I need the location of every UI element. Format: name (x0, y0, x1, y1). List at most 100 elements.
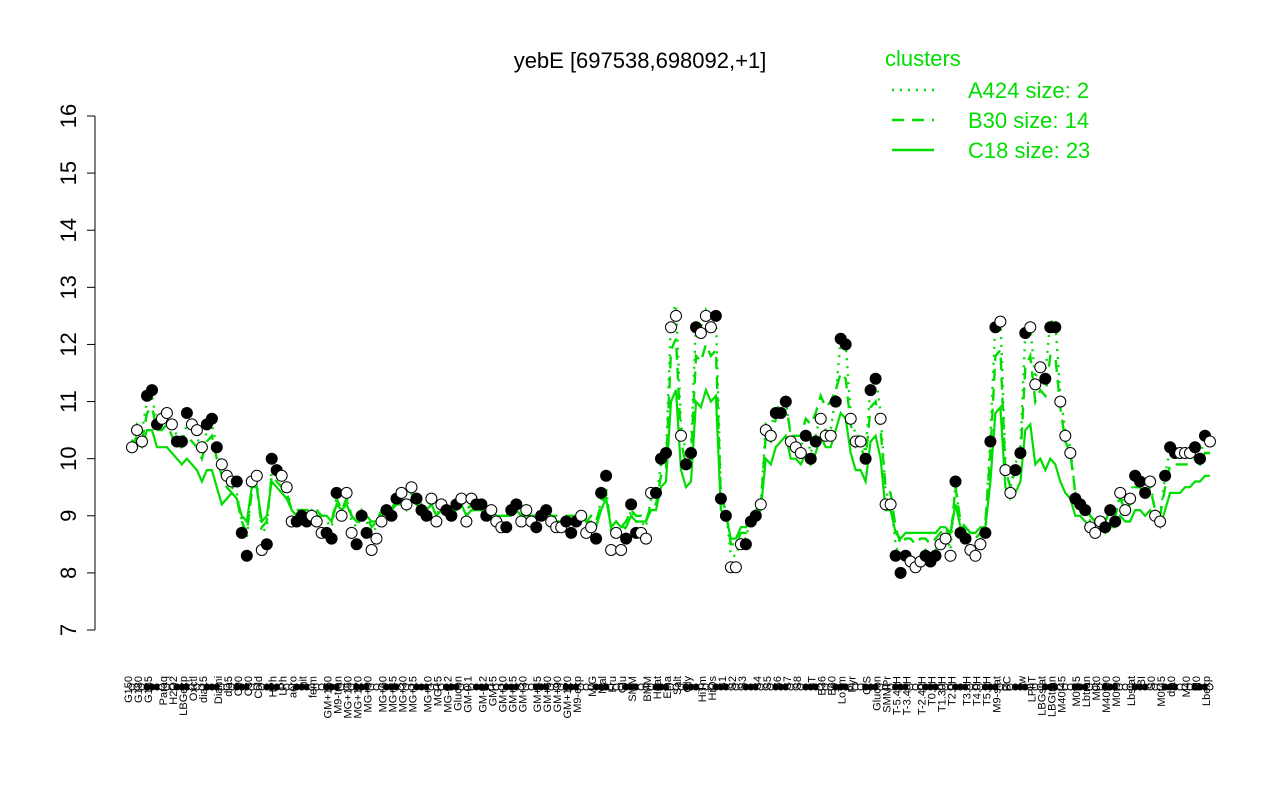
data-point (330, 486, 343, 499)
data-point (1134, 475, 1147, 488)
x-tick-label: S5 (762, 676, 774, 689)
data-point (714, 492, 727, 505)
data-point (1049, 321, 1062, 334)
x-tick-label: GM+5 (487, 676, 499, 706)
x-tick-label: Cold (253, 676, 265, 699)
data-point (350, 538, 363, 551)
data-point (445, 509, 458, 522)
data-point (360, 526, 373, 539)
x-tick-label: Lbstat (1126, 676, 1138, 706)
data-point (1059, 429, 1072, 442)
x-tick-label: M40 (1181, 676, 1193, 697)
data-point (595, 486, 608, 499)
x-tick-label: M40t90 (1101, 676, 1113, 713)
rug-point (1206, 683, 1214, 691)
data-point (959, 532, 972, 545)
data-point (829, 395, 842, 408)
y-tick-label: 11 (56, 390, 81, 413)
data-point (809, 435, 822, 448)
data-point (575, 509, 588, 522)
x-tick-label: S3 (737, 676, 749, 689)
y-tick-label: 9 (56, 510, 81, 522)
data-point (1014, 447, 1027, 459)
x-tick-label: G135 (143, 676, 155, 703)
data-point (1159, 469, 1172, 482)
data-point (455, 492, 468, 505)
data-point (1204, 435, 1216, 448)
data-point (1114, 486, 1127, 499)
data-point (1039, 372, 1052, 385)
data-point (560, 515, 573, 528)
data-point (620, 532, 633, 545)
x-tick-label: SMMPr (882, 676, 894, 713)
x-tick-label: S0 (1146, 676, 1158, 689)
x-tick-label: T0.0H (927, 676, 939, 706)
data-point (540, 504, 553, 517)
data-point (136, 435, 148, 448)
data-point (774, 407, 787, 419)
data-point (1029, 378, 1042, 391)
data-point (1034, 361, 1047, 374)
x-tick-label: M0t45 (1071, 676, 1083, 707)
x-tick-label: BT (807, 676, 819, 690)
data-point (999, 464, 1012, 477)
data-point (729, 561, 742, 574)
data-point (190, 424, 203, 437)
data-point (400, 498, 413, 511)
x-tick-label: GM-0.2 (477, 676, 489, 713)
data-point (670, 309, 682, 322)
data-point (260, 538, 273, 551)
x-tick-label: dia0 (1166, 676, 1178, 697)
data-point (410, 492, 423, 505)
data-point (195, 441, 208, 454)
x-tick-label: MG+150 (343, 676, 355, 719)
data-point (240, 549, 253, 562)
data-point (665, 321, 677, 334)
x-tick-label: S8 (792, 676, 804, 689)
axes: 7 8 9 10 11 12 13 14 15 16 (56, 104, 96, 636)
x-tick-label: LoTm (837, 676, 849, 704)
data-point (824, 429, 837, 442)
data-point (625, 498, 638, 511)
data-point (949, 475, 962, 488)
x-tick-label: nit (298, 676, 310, 688)
data-point (420, 509, 433, 522)
x-tick-label: MG+30 (398, 676, 410, 712)
x-tick-label: B36 (817, 676, 829, 696)
legend-entry: B30 size: 14 (968, 108, 1089, 133)
x-tick-label: GM+120 (562, 676, 574, 719)
data-point (610, 526, 623, 539)
data-point (310, 515, 323, 528)
x-tick-label: GM+30 (517, 676, 529, 712)
data-point (180, 407, 193, 419)
data-point (779, 395, 792, 408)
x-tick-label: GM+10 (497, 676, 509, 712)
y-tick-label: 13 (56, 275, 81, 299)
data-point (675, 429, 687, 442)
data-point (709, 309, 722, 322)
data-point (754, 498, 767, 511)
y-tick-label: 8 (56, 567, 81, 579)
data-point (385, 509, 398, 522)
x-tick-label: GM+90 (552, 676, 564, 712)
x-tick-label: Oxctl (188, 676, 200, 701)
y-tick-label: 10 (56, 446, 81, 470)
data-point (859, 452, 872, 465)
x-tick-label: Paraq (158, 676, 170, 705)
data-point (984, 435, 997, 448)
x-tick-label: G180 (133, 676, 145, 703)
data-point (794, 447, 807, 459)
x-tick-label: GM+45 (532, 676, 544, 712)
data-point (839, 338, 852, 351)
data-point (764, 429, 777, 442)
data-point (1064, 447, 1077, 459)
x-tick-label: M0 (1191, 676, 1203, 691)
x-tick-label: C90 (233, 676, 245, 696)
x-tick-label: MG+60 (378, 676, 390, 712)
x-tick-label: M9-tran (333, 676, 345, 714)
data-point (500, 521, 513, 534)
x-tick-label: M/G (587, 676, 599, 697)
data-point (335, 509, 348, 522)
